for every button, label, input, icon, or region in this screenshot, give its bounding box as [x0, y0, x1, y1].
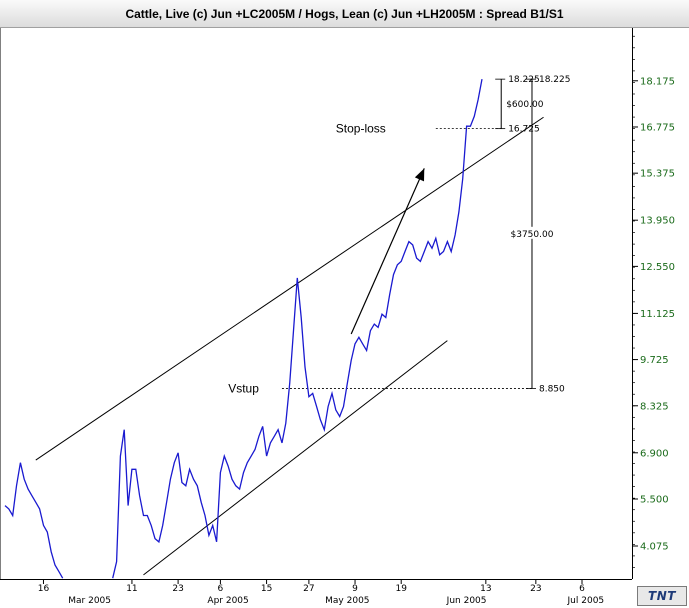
tnt-logo: TNT [637, 586, 687, 606]
x-tick-label: 19 [395, 584, 407, 594]
y-tick-label: 11.125 [640, 309, 675, 320]
trendline [143, 340, 448, 576]
x-month-label: Mar 2005 [68, 596, 111, 606]
annotation-stop-loss: Stop-loss [336, 122, 386, 136]
annotation-vstup: Vstup [228, 381, 259, 395]
x-tick-label: 15 [261, 584, 272, 594]
y-tick-label: 6.900 [640, 448, 669, 459]
chart-title: Cattle, Live (c) Jun +LC2005M / Hogs, Le… [125, 6, 564, 21]
x-tick-label: 6 [218, 584, 224, 594]
x-month-label: May 2005 [325, 596, 369, 606]
top-level-label-inner: 18.225 [508, 75, 540, 85]
y-tick-label: 12.550 [640, 262, 675, 273]
bracket-target-label: $3750.00 [511, 230, 554, 240]
x-tick-label: 23 [172, 584, 183, 594]
arrow-head [414, 168, 425, 182]
y-tick-label: 18.175 [640, 76, 675, 87]
y-tick-label: 16.775 [640, 122, 675, 133]
trend-arrow [350, 168, 425, 335]
trendline [35, 116, 544, 461]
x-tick-label: 16 [38, 584, 50, 594]
entry-level-label: 8.850 [539, 384, 565, 394]
x-tick-label: 27 [303, 584, 314, 594]
logo-text: TNT [648, 589, 676, 603]
top-level-label-outer: 18.225 [539, 75, 571, 85]
x-month-label: Apr 2005 [207, 596, 248, 606]
y-tick-label: 9.725 [640, 355, 669, 366]
title-bar: Cattle, Live (c) Jun +LC2005M / Hogs, Le… [0, 0, 689, 28]
spread-chart: Stop-loss Vstup 18.225 18.225 16.725 8.850 $60… [0, 28, 675, 606]
y-tick-label: 4.075 [640, 542, 669, 553]
x-tick-label: 13 [480, 584, 491, 594]
bracket-stop-label: $600.00 [506, 100, 543, 110]
y-tick-label: 15.375 [640, 169, 675, 180]
x-month-label: Jul 2005 [567, 596, 605, 606]
y-tick-label: 13.950 [640, 216, 675, 227]
y-tick-label: 8.325 [640, 401, 669, 412]
stop-level-label: 16.725 [508, 125, 540, 135]
x-tick-label: 11 [126, 584, 137, 594]
x-tick-label: 23 [530, 584, 541, 594]
y-tick-label: 5.500 [640, 494, 669, 505]
x-tick-label: 6 [579, 584, 585, 594]
x-month-label: Jun 2005 [446, 596, 487, 606]
spread-series-line [4, 78, 483, 579]
bracket-target-label-bg [507, 226, 556, 239]
x-tick-label: 9 [352, 584, 358, 594]
